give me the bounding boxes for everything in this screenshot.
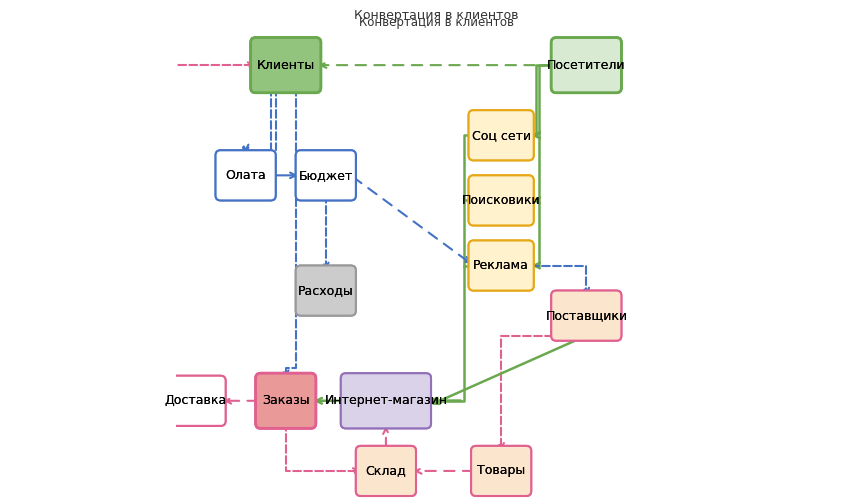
FancyBboxPatch shape [551,38,621,93]
Text: Интернет-магазин: Интернет-магазин [325,394,447,407]
FancyBboxPatch shape [296,266,356,316]
FancyBboxPatch shape [471,446,531,496]
FancyBboxPatch shape [296,266,356,316]
FancyBboxPatch shape [551,291,621,341]
Text: Посетители: Посетители [547,59,625,72]
FancyBboxPatch shape [165,376,226,426]
Text: Расходы: Расходы [298,284,354,297]
FancyBboxPatch shape [341,373,431,428]
Text: Олата: Олата [225,169,266,182]
FancyBboxPatch shape [469,175,533,225]
Text: Соц сети: Соц сети [472,129,531,142]
FancyBboxPatch shape [356,446,416,496]
Text: Посетители: Посетители [547,59,625,72]
FancyBboxPatch shape [296,150,356,200]
FancyBboxPatch shape [216,150,276,200]
Text: Товары: Товары [477,464,526,477]
Text: Поисковики: Поисковики [462,194,540,207]
FancyBboxPatch shape [216,150,276,200]
FancyBboxPatch shape [469,240,533,291]
FancyBboxPatch shape [469,110,533,160]
Text: Реклама: Реклама [473,259,529,272]
Text: Реклама: Реклама [473,259,529,272]
Text: Расходы: Расходы [298,284,354,297]
FancyBboxPatch shape [551,38,621,93]
FancyBboxPatch shape [469,110,533,160]
FancyBboxPatch shape [250,38,321,93]
Text: Поисковики: Поисковики [462,194,540,207]
Text: Олата: Олата [225,169,266,182]
Text: Товары: Товары [477,464,526,477]
Text: Склад: Склад [366,464,406,477]
FancyBboxPatch shape [256,373,316,428]
FancyBboxPatch shape [469,175,533,225]
Text: Бюджет: Бюджет [299,169,353,182]
FancyBboxPatch shape [356,446,416,496]
Text: Заказы: Заказы [262,394,309,407]
FancyBboxPatch shape [250,38,321,93]
FancyBboxPatch shape [341,373,431,428]
Text: Интернет-магазин: Интернет-магазин [325,394,447,407]
FancyBboxPatch shape [551,291,621,341]
Text: Доставка: Доставка [164,394,227,407]
Text: Конвертация в клиентов: Конвертация в клиентов [354,9,518,22]
FancyBboxPatch shape [296,150,356,200]
Text: Склад: Склад [366,464,406,477]
Text: Доставка: Доставка [164,394,227,407]
Text: Поставщики: Поставщики [545,309,627,322]
Text: Заказы: Заказы [262,394,309,407]
Text: Конвертация в клиентов: Конвертация в клиентов [359,16,514,29]
FancyBboxPatch shape [256,373,316,428]
Text: Клиенты: Клиенты [256,59,315,72]
FancyBboxPatch shape [469,240,533,291]
Text: Клиенты: Клиенты [256,59,315,72]
FancyBboxPatch shape [471,446,531,496]
Text: Бюджет: Бюджет [299,169,353,182]
Text: Поставщики: Поставщики [545,309,627,322]
FancyBboxPatch shape [165,376,226,426]
Text: Соц сети: Соц сети [472,129,531,142]
